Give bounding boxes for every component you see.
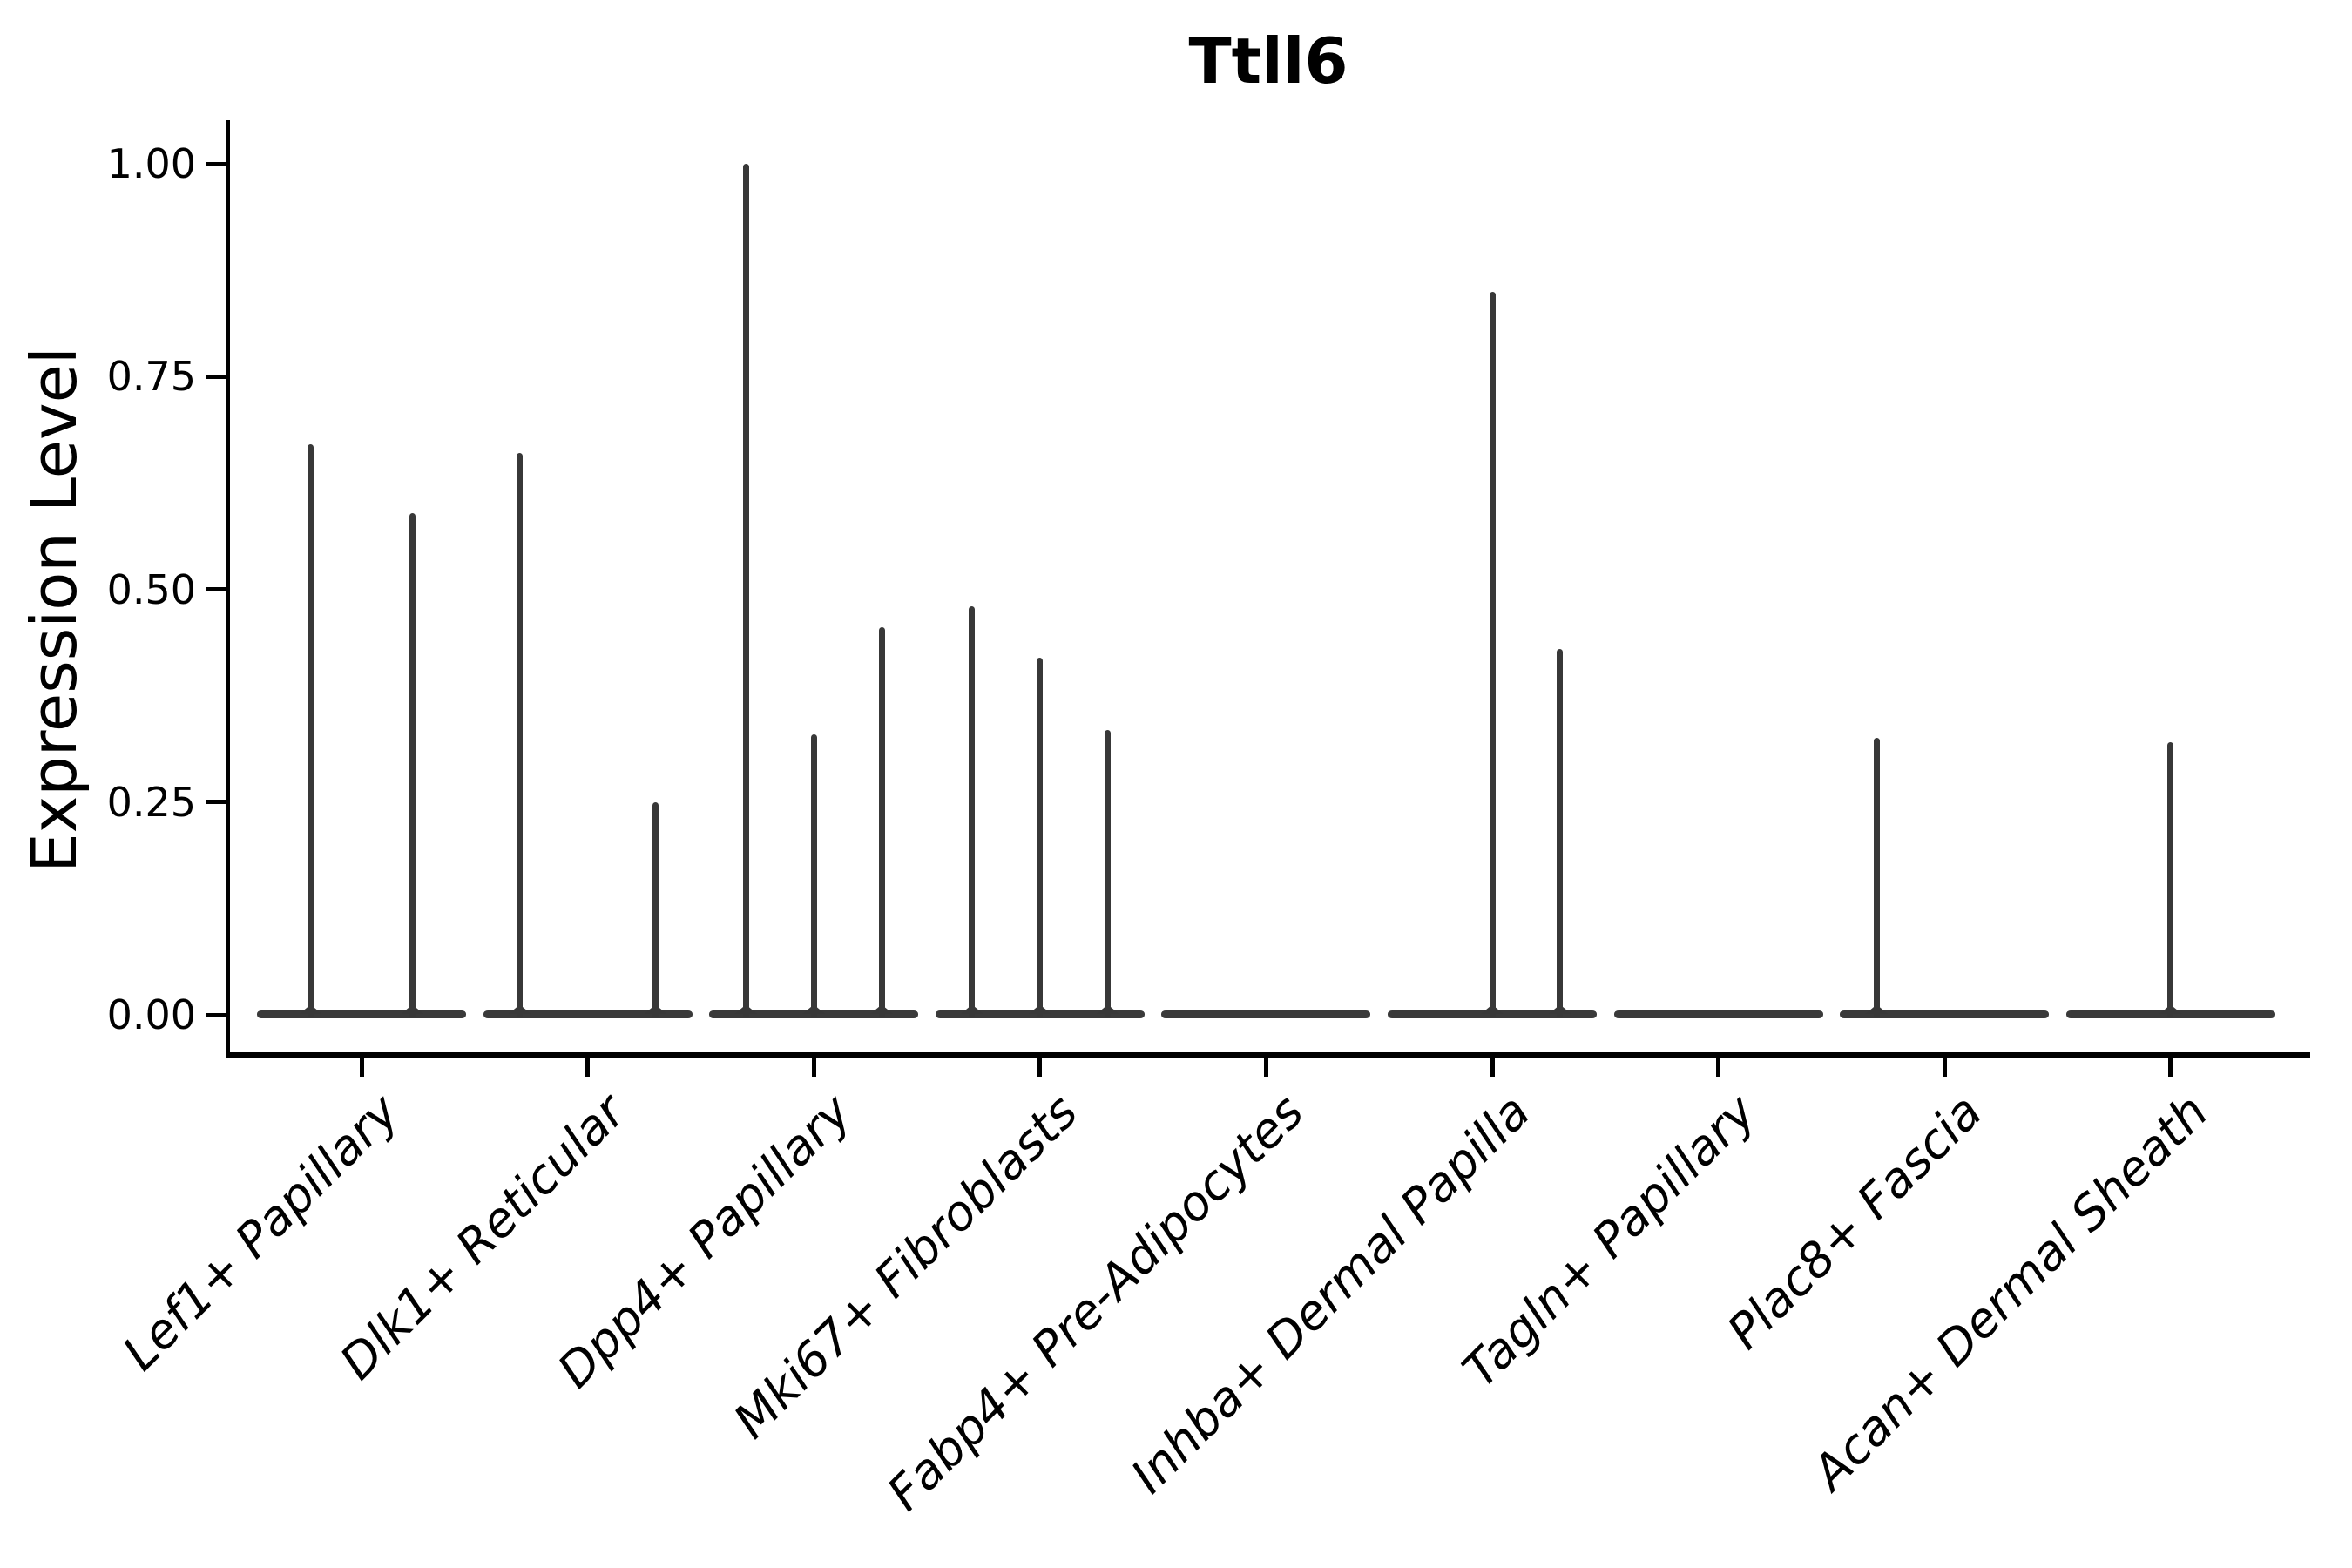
violin-density-spike <box>969 606 976 1017</box>
violin-baseline <box>1613 1010 1823 1018</box>
violin-spike-base-flare <box>1481 998 1504 1014</box>
x-tick-mark <box>1490 1058 1495 1077</box>
violin-density-spike <box>1873 738 1880 1017</box>
y-tick-label: 0.25 <box>106 778 196 826</box>
violin-spike-base-flare <box>1865 998 1889 1014</box>
violin-density-spike <box>1489 291 1496 1017</box>
violin-density-spike <box>308 444 314 1017</box>
x-tick-label: Acan+ Dermal Sheath <box>1801 1083 2219 1501</box>
plot-title: Ttll6 <box>1188 24 1348 98</box>
x-tick-label: Inhba+ Dermal Papilla <box>1119 1083 1541 1504</box>
y-tick-mark <box>206 161 226 166</box>
x-tick-mark <box>1037 1058 1043 1077</box>
violin-spike-base-flare <box>508 998 531 1014</box>
x-tick-mark <box>1942 1058 1947 1077</box>
y-tick-mark <box>206 374 226 379</box>
violin-spike-base-flare <box>1548 998 1571 1014</box>
y-axis-line <box>226 120 230 1058</box>
violin-density-spike <box>2167 742 2174 1017</box>
y-tick-mark <box>206 800 226 805</box>
violin-spike-base-flare <box>870 998 894 1014</box>
x-tick-mark <box>1263 1058 1268 1077</box>
violin-spike-base-flare <box>299 998 322 1014</box>
violin-baseline <box>483 1010 693 1018</box>
violin-spike-base-flare <box>960 998 983 1014</box>
violin-density-spike <box>1037 657 1044 1017</box>
y-tick-label: 0.75 <box>106 353 196 401</box>
x-tick-mark <box>1716 1058 1721 1077</box>
x-tick-mark <box>585 1058 591 1077</box>
x-tick-mark <box>359 1058 364 1077</box>
violin-spike-base-flare <box>2159 998 2182 1014</box>
violin-baseline <box>257 1010 466 1018</box>
violin-density-spike <box>517 453 524 1017</box>
x-axis-line <box>226 1052 2310 1058</box>
violin-density-spike <box>1557 648 1564 1017</box>
violin-baseline <box>1161 1010 1371 1018</box>
violin-density-spike <box>810 733 817 1017</box>
violin-spike-base-flare <box>734 998 758 1014</box>
violin-density-spike <box>652 801 659 1017</box>
violin-density-spike <box>1105 729 1112 1017</box>
violin-spike-base-flare <box>1028 998 1051 1014</box>
y-tick-label: 0.50 <box>106 565 196 613</box>
violin-density-spike <box>878 627 885 1017</box>
violin-baseline <box>1840 1010 2050 1018</box>
y-tick-label: 1.00 <box>106 140 196 187</box>
violin-spike-base-flare <box>802 998 826 1014</box>
x-tick-mark <box>811 1058 816 1077</box>
violin-spike-base-flare <box>1096 998 1119 1014</box>
x-tick-label: Fabp4+ Pre-Adipocytes <box>876 1083 1315 1522</box>
violin-density-spike <box>409 512 416 1017</box>
violin-density-spike <box>742 164 749 1017</box>
y-tick-label: 0.00 <box>106 991 196 1038</box>
violin-spike-base-flare <box>644 998 667 1014</box>
y-tick-mark <box>206 587 226 591</box>
violin-spike-base-flare <box>401 998 424 1014</box>
x-tick-mark <box>2168 1058 2173 1077</box>
y-tick-mark <box>206 1012 226 1017</box>
